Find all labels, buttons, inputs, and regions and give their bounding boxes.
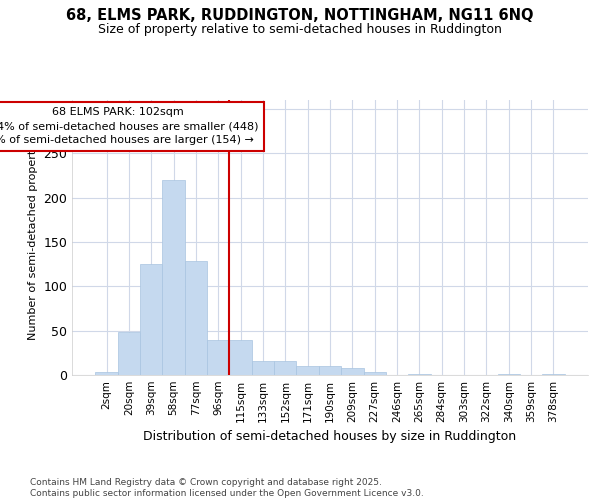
- Bar: [364, 372, 386, 375]
- Text: 68, ELMS PARK, RUDDINGTON, NOTTINGHAM, NG11 6NQ: 68, ELMS PARK, RUDDINGTON, NOTTINGHAM, N…: [66, 8, 534, 22]
- Bar: [296, 366, 319, 375]
- Bar: [408, 374, 431, 375]
- Y-axis label: Number of semi-detached properties: Number of semi-detached properties: [28, 134, 38, 340]
- Text: Contains HM Land Registry data © Crown copyright and database right 2025.
Contai: Contains HM Land Registry data © Crown c…: [30, 478, 424, 498]
- Bar: [542, 374, 565, 375]
- Bar: [497, 374, 520, 375]
- Bar: [252, 361, 274, 375]
- Bar: [274, 361, 296, 375]
- Bar: [185, 262, 207, 375]
- Text: Size of property relative to semi-detached houses in Ruddington: Size of property relative to semi-detach…: [98, 22, 502, 36]
- Bar: [207, 340, 229, 375]
- Bar: [95, 372, 118, 375]
- X-axis label: Distribution of semi-detached houses by size in Ruddington: Distribution of semi-detached houses by …: [143, 430, 517, 444]
- Bar: [229, 340, 252, 375]
- Text: 68 ELMS PARK: 102sqm
← 74% of semi-detached houses are smaller (448)
25% of semi: 68 ELMS PARK: 102sqm ← 74% of semi-detac…: [0, 107, 259, 145]
- Bar: [341, 368, 364, 375]
- Bar: [163, 180, 185, 375]
- Bar: [140, 264, 163, 375]
- Bar: [118, 332, 140, 375]
- Bar: [319, 366, 341, 375]
